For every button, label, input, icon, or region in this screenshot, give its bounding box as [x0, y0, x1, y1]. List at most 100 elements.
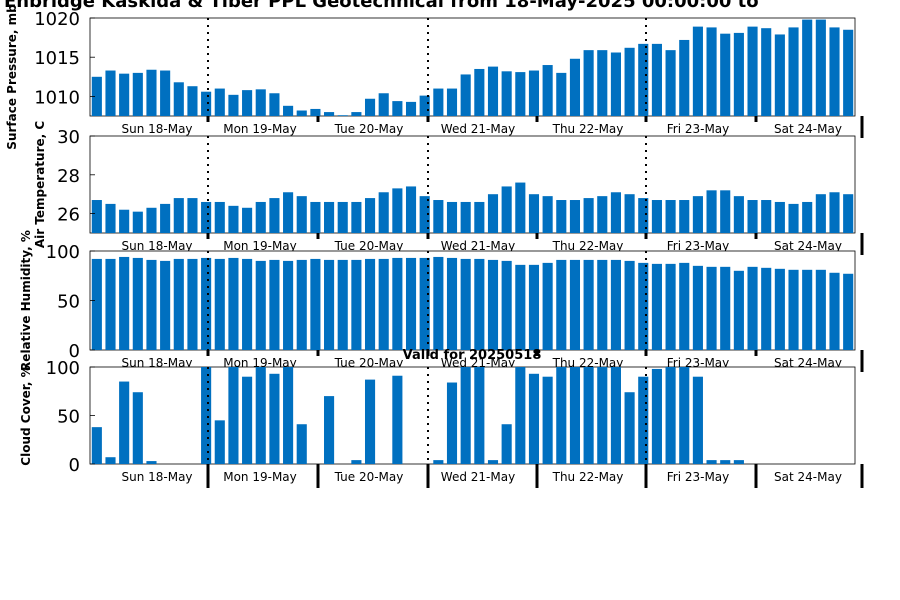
data-bar [119, 209, 130, 233]
data-bar [446, 88, 458, 116]
data-bar [419, 257, 430, 350]
data-bar [324, 259, 335, 350]
data-bar [597, 50, 608, 116]
data-bar [460, 201, 471, 233]
panel-1: 1010 1015 1020 Surface Pressure, mb Sun 18-M… [5, 4, 864, 150]
data-bar [610, 192, 621, 233]
day-label: Tue 20-May [334, 122, 404, 136]
data-bar [501, 260, 512, 350]
data-bar [569, 367, 581, 464]
y-tick-label: 30 [57, 127, 80, 148]
data-bar [324, 112, 335, 116]
data-bar [542, 262, 553, 350]
data-bar [651, 368, 662, 464]
y-tick-label: 0 [69, 455, 80, 476]
data-bar [187, 198, 198, 233]
day-label: Fri 23-May [667, 470, 730, 484]
data-bar [720, 33, 731, 116]
data-bar [160, 203, 171, 233]
data-bar [774, 201, 785, 233]
data-bar [638, 43, 649, 117]
data-bar [310, 258, 321, 350]
data-bar [392, 375, 403, 464]
day-label: Mon 19-May [223, 239, 297, 253]
day-label: Fri 23-May [667, 122, 730, 136]
data-bar [720, 190, 731, 233]
data-bar [283, 260, 294, 350]
chart-subtitle: Valid for 20250518 [403, 348, 542, 363]
data-bar [583, 367, 594, 464]
day-label: Thu 22-May [552, 122, 624, 136]
data-bar [624, 260, 635, 350]
data-bar [528, 70, 540, 116]
data-bar [187, 258, 198, 350]
data-bar [706, 266, 717, 350]
data-bar [624, 47, 635, 116]
data-bar [132, 72, 143, 116]
data-bar [351, 112, 362, 116]
data-bar [364, 98, 376, 116]
day-label: Wed 21-May [441, 122, 515, 136]
data-bar [474, 258, 485, 350]
data-bar [119, 256, 130, 350]
data-bar [733, 196, 744, 233]
data-bar [364, 379, 376, 464]
data-bar [474, 68, 485, 116]
data-bar [296, 196, 307, 233]
data-bar [242, 376, 253, 464]
panels: 1010 1015 1020 Surface Pressure, mb Sun 18-M… [5, 4, 864, 488]
data-bar [597, 259, 608, 350]
data-bar [638, 262, 649, 350]
data-bar [692, 26, 703, 116]
data-bar [829, 192, 840, 233]
data-bar [651, 263, 662, 350]
data-bar [446, 257, 458, 350]
data-bar [501, 424, 512, 464]
data-bar [542, 196, 553, 233]
data-bar [487, 194, 499, 233]
data-bar [173, 82, 184, 116]
panel-4: 0 50 100 Cloud Cover, % Sun 18-May Mon 19-May… [19, 358, 864, 488]
data-bar [788, 203, 799, 233]
data-bar [665, 200, 676, 233]
data-bar [364, 258, 376, 350]
data-bar [460, 74, 471, 116]
day-label: Sun 18-May [121, 356, 192, 370]
data-bar [515, 72, 526, 116]
data-bar [228, 205, 239, 233]
data-bar [405, 257, 417, 350]
data-bar [173, 198, 184, 233]
data-bar [638, 198, 649, 233]
data-bar [160, 70, 171, 116]
data-bar [788, 27, 799, 116]
day-label: Wed 21-May [441, 470, 515, 484]
data-bar [405, 101, 417, 116]
data-bar [91, 258, 102, 350]
data-bar [433, 200, 444, 233]
y-tick-label: 28 [57, 166, 80, 187]
data-bar [487, 259, 499, 350]
data-bar [747, 200, 758, 233]
data-bar [283, 192, 294, 233]
data-bar [310, 201, 321, 233]
data-bar [201, 367, 212, 464]
day-label: Tue 20-May [334, 470, 404, 484]
data-bar [105, 258, 116, 350]
data-bar [433, 256, 444, 350]
data-bar [132, 211, 143, 233]
data-bar [419, 95, 430, 116]
day-label: Thu 22-May [552, 356, 624, 370]
data-bar [733, 270, 744, 350]
data-bar [446, 201, 458, 233]
data-bar [501, 71, 512, 116]
data-bar [815, 19, 826, 116]
data-bar [528, 373, 540, 464]
data-bar [651, 43, 662, 117]
data-bar [255, 89, 266, 116]
data-bar [214, 201, 225, 233]
data-bar [747, 266, 758, 350]
data-bar [283, 105, 294, 116]
data-bar [487, 460, 499, 464]
day-label: Sat 24-May [774, 122, 842, 136]
